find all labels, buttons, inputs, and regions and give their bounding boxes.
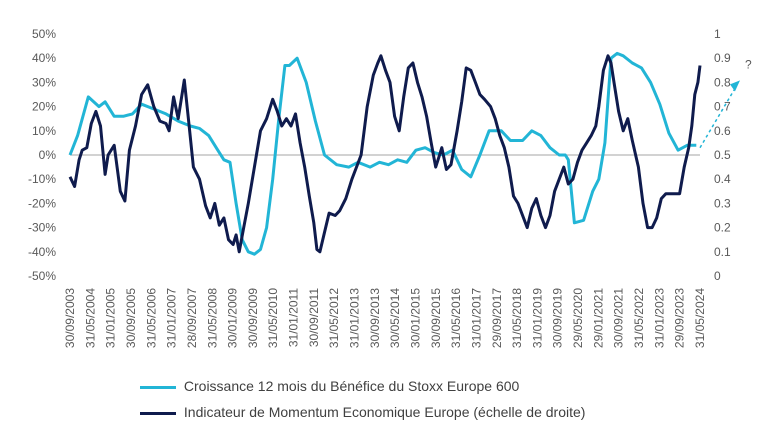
left-tick-label: 0% bbox=[39, 148, 57, 162]
right-tick-label: 0.7 bbox=[714, 100, 731, 114]
x-tick-label: 31/05/2018 bbox=[510, 288, 524, 348]
x-tick-label: 31/05/2004 bbox=[83, 288, 97, 348]
legend-label-momentum: Indicateur de Momentum Economique Europe… bbox=[183, 404, 586, 420]
earnings-growth-series-line bbox=[68, 51, 697, 256]
forecast-dashed-arrow bbox=[699, 88, 736, 149]
x-tick-label: 31/05/2012 bbox=[327, 288, 341, 348]
right-tick-label: 0.6 bbox=[714, 124, 731, 138]
right-tick-label: 1 bbox=[714, 27, 721, 41]
x-tick-label: 31/05/2022 bbox=[632, 288, 646, 348]
legend-item-earnings: Croissance 12 mois du Bénéfice du Stoxx … bbox=[140, 378, 519, 394]
x-tick-label: 28/09/2007 bbox=[185, 288, 199, 348]
x-tick-label: 29/01/2021 bbox=[591, 288, 605, 348]
legend-item-momentum: Indicateur de Momentum Economique Europe… bbox=[140, 404, 585, 420]
x-tick-label: 31/05/2010 bbox=[266, 288, 280, 348]
x-tick-label: 31/01/2019 bbox=[530, 288, 544, 348]
left-tick-label: -50% bbox=[28, 269, 56, 283]
forecast-question-mark: ? bbox=[745, 57, 752, 71]
left-tick-label: 40% bbox=[32, 51, 56, 65]
left-axis-ticks: 50% 40% 30% 20% 10% 0% -10% -20% -30% -40% -50% bbox=[28, 27, 56, 283]
momentum-indicator-series-line bbox=[68, 54, 702, 254]
right-tick-label: 0.5 bbox=[714, 148, 731, 162]
x-tick-label: 30/09/2013 bbox=[368, 288, 382, 348]
right-tick-label: 0.1 bbox=[714, 245, 731, 259]
x-axis-ticks: 30/09/2003 31/05/2004 31/01/2005 30/09/2005… bbox=[63, 288, 707, 348]
x-tick-label: 30/09/2015 bbox=[429, 288, 443, 348]
x-tick-label: 31/05/2008 bbox=[205, 288, 219, 348]
x-tick-label: 30/09/2003 bbox=[63, 288, 77, 348]
x-tick-label: 29/09/2023 bbox=[673, 288, 687, 348]
x-tick-label: 31/05/2016 bbox=[449, 288, 463, 348]
x-tick-label: 30/01/2009 bbox=[226, 288, 240, 348]
right-tick-label: 0.4 bbox=[714, 172, 731, 186]
legend-swatch-earnings bbox=[140, 385, 176, 389]
x-tick-label: 30/05/2014 bbox=[388, 288, 402, 348]
left-tick-label: 50% bbox=[32, 27, 56, 41]
x-tick-label: 31/01/2005 bbox=[104, 288, 118, 348]
left-tick-label: -40% bbox=[28, 245, 56, 259]
x-tick-label: 29/09/2017 bbox=[490, 288, 504, 348]
right-tick-label: 0 bbox=[714, 269, 721, 283]
legend-swatch-momentum bbox=[140, 411, 176, 415]
right-tick-label: 0.9 bbox=[714, 51, 731, 65]
x-tick-label: 30/09/2011 bbox=[307, 288, 321, 347]
x-tick-label: 30/09/2019 bbox=[551, 288, 565, 348]
x-tick-label: 31/01/2011 bbox=[287, 288, 301, 347]
left-tick-label: -10% bbox=[28, 172, 56, 186]
left-tick-label: 20% bbox=[32, 100, 56, 114]
right-axis-ticks: 1 0.9 0.8 0.7 0.6 0.5 0.4 0.3 0.2 0.1 0 bbox=[714, 27, 731, 283]
x-tick-label: 30/01/2015 bbox=[408, 288, 422, 348]
left-tick-label: 10% bbox=[32, 124, 56, 138]
x-tick-label: 31/01/2007 bbox=[165, 288, 179, 348]
x-tick-label: 30/09/2005 bbox=[124, 288, 138, 348]
left-tick-label: -30% bbox=[28, 221, 56, 235]
x-tick-label: 29/05/2020 bbox=[571, 288, 585, 348]
x-tick-label: 30/09/2021 bbox=[612, 288, 626, 348]
left-tick-label: 30% bbox=[32, 75, 56, 89]
right-tick-label: 0.2 bbox=[714, 221, 731, 235]
x-tick-label: 31/05/2006 bbox=[144, 288, 158, 348]
left-tick-label: -20% bbox=[28, 196, 56, 210]
x-tick-label: 31/05/2024 bbox=[693, 288, 707, 348]
right-tick-label: 0.3 bbox=[714, 196, 731, 210]
x-tick-label: 31/01/2017 bbox=[469, 288, 483, 348]
x-tick-label: 31/01/2023 bbox=[652, 288, 666, 348]
right-tick-label: 0.8 bbox=[714, 75, 731, 89]
forecast-arrow-head bbox=[730, 80, 740, 92]
legend-label-earnings: Croissance 12 mois du Bénéfice du Stoxx … bbox=[183, 378, 520, 394]
x-tick-label: 31/01/2013 bbox=[348, 288, 362, 348]
x-tick-label: 30/09/2009 bbox=[246, 288, 260, 348]
